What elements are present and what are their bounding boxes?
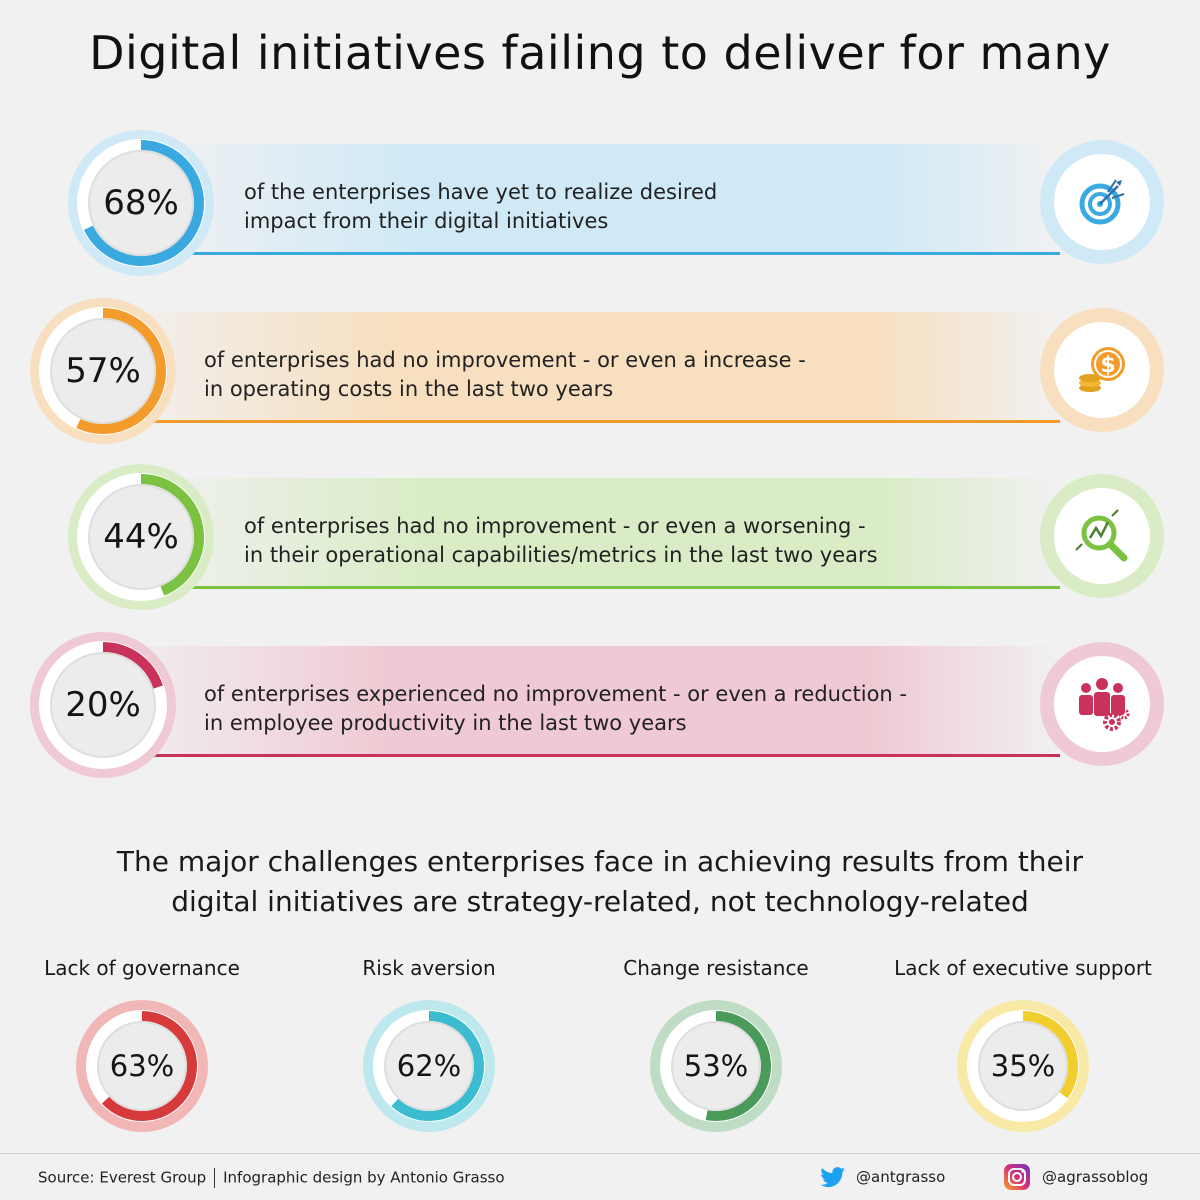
stat-row: 20% of enterprises experienced no improve…	[0, 630, 1200, 790]
stat-description-line1: of the enterprises have yet to realize d…	[244, 180, 718, 204]
dollar-coins-icon: $	[1079, 347, 1125, 392]
stat-value: 57%	[65, 351, 141, 391]
challenge-ring: 53%	[648, 998, 784, 1134]
stat-ring-inner-disc	[88, 484, 194, 590]
stat-icon-inner: $	[1054, 322, 1150, 418]
footer-credits: Source: Everest Group Infographic design …	[38, 1168, 505, 1188]
stat-description-line1: of enterprises had no improvement - or e…	[244, 514, 866, 538]
twitter-icon[interactable]	[818, 1162, 848, 1192]
target-icon	[1079, 179, 1125, 225]
stat-ring: 68%	[66, 128, 216, 278]
stat-description: of enterprises had no improvement - or e…	[244, 512, 878, 570]
stat-value: 20%	[65, 685, 141, 725]
stat-band	[150, 144, 1060, 255]
challenge-label: Lack of governance	[44, 956, 240, 980]
challenge-ring-progress-arc	[101, 1011, 197, 1121]
stat-icon-inner	[1054, 656, 1150, 752]
challenges-heading-line1: The major challenges enterprises face in…	[116, 845, 1084, 878]
challenge-ring-progress-arc	[391, 1011, 484, 1121]
challenge-value: 53%	[683, 1049, 749, 1083]
stat-ring-progress-arc	[76, 308, 166, 434]
stat-icon-inner	[1054, 154, 1150, 250]
stat-ring: 44%	[66, 462, 216, 612]
stat-row: 44% of enterprises had no improvement - o…	[0, 462, 1200, 622]
stat-description: of the enterprises have yet to realize d…	[244, 178, 717, 236]
stat-ring-progress-arc	[140, 474, 204, 596]
stat-band	[150, 478, 1060, 589]
challenge-value: 63%	[109, 1049, 175, 1083]
challenge-value: 35%	[990, 1049, 1056, 1083]
challenge-ring: 35%	[955, 998, 1091, 1134]
stat-icon-badge: $	[1040, 308, 1164, 432]
stat-icon-badge	[1040, 140, 1164, 264]
challenge-ring-inner-disc	[671, 1021, 761, 1111]
stat-band	[110, 312, 1060, 423]
stat-description-line1: of enterprises experienced no improvemen…	[204, 682, 907, 706]
stat-description-line2: in operating costs in the last two years	[204, 377, 614, 401]
footer-design: Infographic design by Antonio Grasso	[223, 1168, 505, 1187]
challenge-ring-inner-disc	[978, 1021, 1068, 1111]
stat-value: 68%	[103, 183, 179, 223]
page-title: Digital initiatives failing to deliver f…	[89, 26, 1111, 80]
challenge-ring-progress-arc	[1022, 1011, 1078, 1099]
instagram-handle[interactable]: @agrassoblog	[1042, 1168, 1149, 1186]
stat-description-line2: in their operational capabilities/metric…	[244, 543, 878, 567]
stat-icon-inner	[1054, 488, 1150, 584]
stat-ring: 20%	[28, 630, 178, 780]
challenge-ring-inner-disc	[384, 1021, 474, 1111]
challenges-heading-line2: digital initiatives are strategy-related…	[171, 885, 1029, 918]
stat-row: 68% of the enterprises have yet to realiz…	[0, 128, 1200, 288]
stat-icon-badge	[1040, 474, 1164, 598]
footer-separator	[214, 1168, 216, 1188]
stat-description-line1: of enterprises had no improvement - or e…	[204, 348, 806, 372]
footer-divider	[0, 1153, 1200, 1154]
challenges-heading: The major challenges enterprises face in…	[0, 842, 1200, 922]
stat-ring: 57%	[28, 296, 178, 446]
footer-source: Source: Everest Group	[38, 1168, 207, 1187]
stat-value: 44%	[103, 517, 179, 557]
team-gears-icon	[1079, 678, 1130, 731]
challenge-ring: 63%	[74, 998, 210, 1134]
twitter-handle[interactable]: @antgrasso	[856, 1168, 946, 1186]
challenge-value: 62%	[396, 1049, 462, 1083]
stat-ring-progress-arc	[102, 642, 163, 689]
stat-description-line2: impact from their digital initiatives	[244, 209, 609, 233]
stat-row: 57% of enterprises had no improvement - o…	[0, 296, 1200, 456]
stat-ring-inner-disc	[88, 150, 194, 256]
challenge-label: Risk aversion	[362, 956, 496, 980]
challenge-label: Change resistance	[623, 956, 809, 980]
instagram-icon[interactable]	[1002, 1162, 1032, 1192]
stat-band	[110, 646, 1060, 757]
stat-description-line2: in employee productivity in the last two…	[204, 711, 687, 735]
challenge-ring-progress-arc	[705, 1011, 771, 1121]
stat-ring-inner-disc	[50, 318, 156, 424]
magnifier-chart-icon	[1075, 509, 1128, 562]
stat-icon-badge	[1040, 642, 1164, 766]
stat-description: of enterprises had no improvement - or e…	[204, 346, 806, 404]
stat-description: of enterprises experienced no improvemen…	[204, 680, 907, 738]
stat-ring-progress-arc	[84, 140, 204, 266]
challenge-ring: 62%	[361, 998, 497, 1134]
stat-ring-inner-disc	[50, 652, 156, 758]
svg-text:$: $	[1100, 353, 1115, 378]
challenge-ring-inner-disc	[97, 1021, 187, 1111]
challenge-label: Lack of executive support	[894, 956, 1152, 980]
